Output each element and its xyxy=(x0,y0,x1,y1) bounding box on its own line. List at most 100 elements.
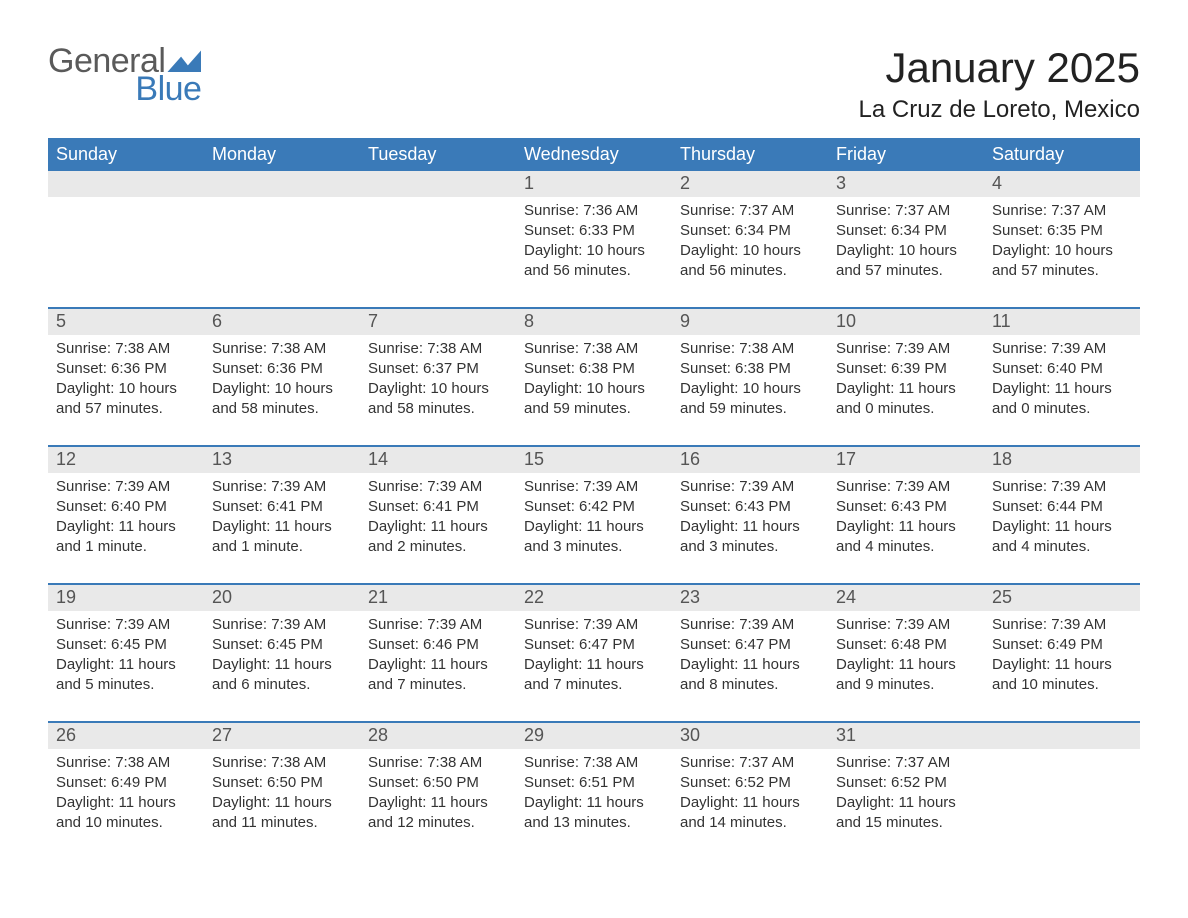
sunrise-text: Sunrise: 7:37 AM xyxy=(680,201,820,221)
daylight-text: Daylight: 11 hours and 3 minutes. xyxy=(680,517,820,558)
day-number: 25 xyxy=(984,585,1140,611)
day-details: Sunrise: 7:37 AMSunset: 6:52 PMDaylight:… xyxy=(672,749,828,842)
sunset-text: Sunset: 6:44 PM xyxy=(992,497,1132,517)
calendar-day-cell: 12Sunrise: 7:39 AMSunset: 6:40 PMDayligh… xyxy=(48,446,204,584)
day-number: 28 xyxy=(360,723,516,749)
day-details: Sunrise: 7:38 AMSunset: 6:38 PMDaylight:… xyxy=(516,335,672,428)
daylight-text: Daylight: 11 hours and 10 minutes. xyxy=(56,793,196,834)
sunrise-text: Sunrise: 7:39 AM xyxy=(524,477,664,497)
calendar-week-row: 26Sunrise: 7:38 AMSunset: 6:49 PMDayligh… xyxy=(48,722,1140,859)
day-details: Sunrise: 7:38 AMSunset: 6:49 PMDaylight:… xyxy=(48,749,204,842)
sunset-text: Sunset: 6:52 PM xyxy=(836,773,976,793)
sunset-text: Sunset: 6:36 PM xyxy=(56,359,196,379)
calendar-day-cell: 5Sunrise: 7:38 AMSunset: 6:36 PMDaylight… xyxy=(48,308,204,446)
sunrise-text: Sunrise: 7:39 AM xyxy=(212,477,352,497)
sunset-text: Sunset: 6:48 PM xyxy=(836,635,976,655)
sunrise-text: Sunrise: 7:39 AM xyxy=(680,615,820,635)
calendar-day-cell: 1Sunrise: 7:36 AMSunset: 6:33 PMDaylight… xyxy=(516,171,672,308)
calendar-day-cell: 30Sunrise: 7:37 AMSunset: 6:52 PMDayligh… xyxy=(672,722,828,859)
sunrise-text: Sunrise: 7:38 AM xyxy=(524,339,664,359)
weekday-header: Monday xyxy=(204,138,360,171)
day-details: Sunrise: 7:38 AMSunset: 6:37 PMDaylight:… xyxy=(360,335,516,428)
day-number xyxy=(48,171,204,197)
day-number: 4 xyxy=(984,171,1140,197)
sunset-text: Sunset: 6:38 PM xyxy=(524,359,664,379)
daylight-text: Daylight: 11 hours and 12 minutes. xyxy=(368,793,508,834)
daylight-text: Daylight: 11 hours and 1 minute. xyxy=(56,517,196,558)
sunset-text: Sunset: 6:33 PM xyxy=(524,221,664,241)
calendar-day-cell: 26Sunrise: 7:38 AMSunset: 6:49 PMDayligh… xyxy=(48,722,204,859)
day-number: 7 xyxy=(360,309,516,335)
day-number: 17 xyxy=(828,447,984,473)
day-details: Sunrise: 7:39 AMSunset: 6:42 PMDaylight:… xyxy=(516,473,672,566)
weekday-header-row: Sunday Monday Tuesday Wednesday Thursday… xyxy=(48,138,1140,171)
daylight-text: Daylight: 10 hours and 57 minutes. xyxy=(992,241,1132,282)
daylight-text: Daylight: 10 hours and 58 minutes. xyxy=(368,379,508,420)
day-number: 27 xyxy=(204,723,360,749)
sunset-text: Sunset: 6:40 PM xyxy=(56,497,196,517)
sunrise-text: Sunrise: 7:38 AM xyxy=(368,339,508,359)
calendar-day-cell: 14Sunrise: 7:39 AMSunset: 6:41 PMDayligh… xyxy=(360,446,516,584)
daylight-text: Daylight: 11 hours and 1 minute. xyxy=(212,517,352,558)
day-details: Sunrise: 7:37 AMSunset: 6:52 PMDaylight:… xyxy=(828,749,984,842)
day-details: Sunrise: 7:37 AMSunset: 6:34 PMDaylight:… xyxy=(828,197,984,290)
calendar-week-row: 12Sunrise: 7:39 AMSunset: 6:40 PMDayligh… xyxy=(48,446,1140,584)
day-details: Sunrise: 7:38 AMSunset: 6:50 PMDaylight:… xyxy=(360,749,516,842)
day-number: 16 xyxy=(672,447,828,473)
calendar-day-cell xyxy=(204,171,360,308)
sunrise-text: Sunrise: 7:37 AM xyxy=(680,753,820,773)
calendar-page: General Blue January 2025 La Cruz de Lor… xyxy=(0,0,1188,899)
day-details: Sunrise: 7:39 AMSunset: 6:39 PMDaylight:… xyxy=(828,335,984,428)
sunset-text: Sunset: 6:37 PM xyxy=(368,359,508,379)
sunrise-text: Sunrise: 7:39 AM xyxy=(992,477,1132,497)
calendar-day-cell: 20Sunrise: 7:39 AMSunset: 6:45 PMDayligh… xyxy=(204,584,360,722)
calendar-day-cell xyxy=(984,722,1140,859)
daylight-text: Daylight: 11 hours and 4 minutes. xyxy=(992,517,1132,558)
day-details: Sunrise: 7:39 AMSunset: 6:41 PMDaylight:… xyxy=(204,473,360,566)
calendar-day-cell: 9Sunrise: 7:38 AMSunset: 6:38 PMDaylight… xyxy=(672,308,828,446)
day-details: Sunrise: 7:39 AMSunset: 6:43 PMDaylight:… xyxy=(672,473,828,566)
day-details: Sunrise: 7:39 AMSunset: 6:45 PMDaylight:… xyxy=(204,611,360,704)
calendar-day-cell: 19Sunrise: 7:39 AMSunset: 6:45 PMDayligh… xyxy=(48,584,204,722)
daylight-text: Daylight: 11 hours and 7 minutes. xyxy=(368,655,508,696)
sunrise-text: Sunrise: 7:39 AM xyxy=(368,615,508,635)
calendar-day-cell: 27Sunrise: 7:38 AMSunset: 6:50 PMDayligh… xyxy=(204,722,360,859)
calendar-day-cell: 21Sunrise: 7:39 AMSunset: 6:46 PMDayligh… xyxy=(360,584,516,722)
day-details: Sunrise: 7:39 AMSunset: 6:47 PMDaylight:… xyxy=(672,611,828,704)
day-number: 12 xyxy=(48,447,204,473)
daylight-text: Daylight: 10 hours and 58 minutes. xyxy=(212,379,352,420)
day-number: 3 xyxy=(828,171,984,197)
calendar-day-cell xyxy=(48,171,204,308)
calendar-day-cell xyxy=(360,171,516,308)
sunrise-text: Sunrise: 7:37 AM xyxy=(836,201,976,221)
page-header: General Blue January 2025 La Cruz de Lor… xyxy=(48,44,1140,124)
calendar-week-row: 5Sunrise: 7:38 AMSunset: 6:36 PMDaylight… xyxy=(48,308,1140,446)
calendar-day-cell: 2Sunrise: 7:37 AMSunset: 6:34 PMDaylight… xyxy=(672,171,828,308)
daylight-text: Daylight: 11 hours and 2 minutes. xyxy=(368,517,508,558)
calendar-day-cell: 8Sunrise: 7:38 AMSunset: 6:38 PMDaylight… xyxy=(516,308,672,446)
daylight-text: Daylight: 11 hours and 11 minutes. xyxy=(212,793,352,834)
daylight-text: Daylight: 10 hours and 57 minutes. xyxy=(836,241,976,282)
daylight-text: Daylight: 11 hours and 14 minutes. xyxy=(680,793,820,834)
logo-mark-icon xyxy=(167,50,201,72)
day-details xyxy=(204,197,360,209)
day-number: 9 xyxy=(672,309,828,335)
day-number: 2 xyxy=(672,171,828,197)
calendar-day-cell: 29Sunrise: 7:38 AMSunset: 6:51 PMDayligh… xyxy=(516,722,672,859)
weekday-header: Thursday xyxy=(672,138,828,171)
day-details xyxy=(360,197,516,209)
day-details: Sunrise: 7:39 AMSunset: 6:41 PMDaylight:… xyxy=(360,473,516,566)
day-details: Sunrise: 7:37 AMSunset: 6:34 PMDaylight:… xyxy=(672,197,828,290)
day-details: Sunrise: 7:38 AMSunset: 6:51 PMDaylight:… xyxy=(516,749,672,842)
day-details: Sunrise: 7:38 AMSunset: 6:38 PMDaylight:… xyxy=(672,335,828,428)
daylight-text: Daylight: 10 hours and 59 minutes. xyxy=(680,379,820,420)
calendar-week-row: 19Sunrise: 7:39 AMSunset: 6:45 PMDayligh… xyxy=(48,584,1140,722)
daylight-text: Daylight: 11 hours and 4 minutes. xyxy=(836,517,976,558)
sunset-text: Sunset: 6:50 PM xyxy=(368,773,508,793)
daylight-text: Daylight: 11 hours and 10 minutes. xyxy=(992,655,1132,696)
daylight-text: Daylight: 11 hours and 15 minutes. xyxy=(836,793,976,834)
daylight-text: Daylight: 11 hours and 5 minutes. xyxy=(56,655,196,696)
day-details: Sunrise: 7:37 AMSunset: 6:35 PMDaylight:… xyxy=(984,197,1140,290)
sunset-text: Sunset: 6:41 PM xyxy=(212,497,352,517)
sunset-text: Sunset: 6:49 PM xyxy=(992,635,1132,655)
